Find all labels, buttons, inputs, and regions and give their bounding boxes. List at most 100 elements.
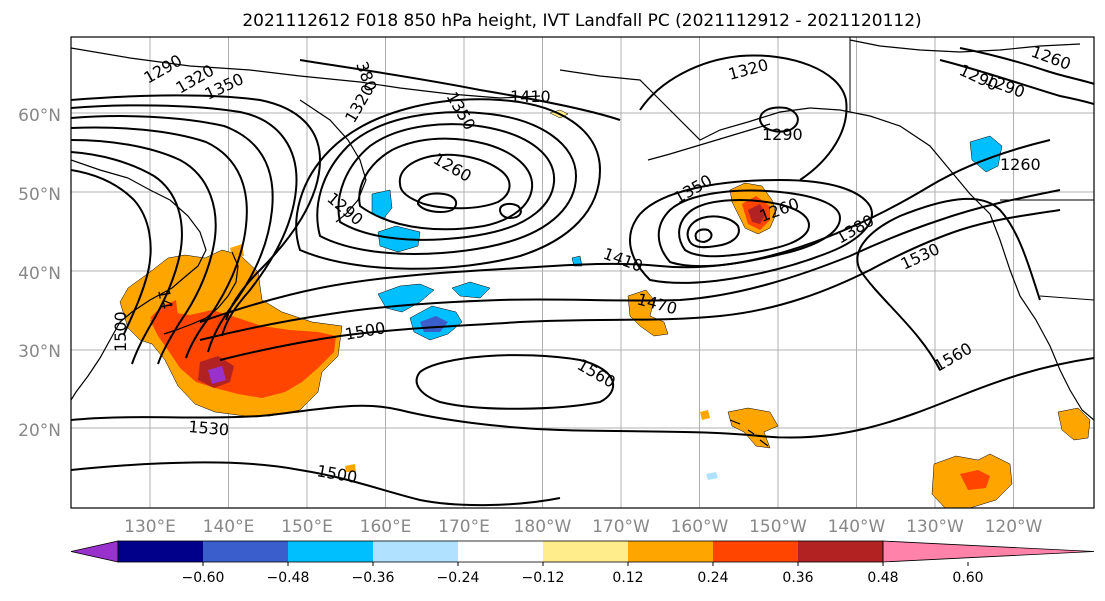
- lon-label: 130°W: [906, 517, 964, 537]
- colorbar-tick-label: −0.60: [182, 570, 225, 586]
- contour-1260-center-b: [498, 202, 522, 220]
- colorbar-segment: [713, 541, 798, 562]
- contour-1500-ridge: [71, 151, 183, 365]
- lon-label: 160°E: [360, 517, 412, 537]
- colorbar-segment: [543, 541, 628, 562]
- positive-ivt-patch-mexico: [1057, 407, 1091, 441]
- contour-1290-north: [758, 106, 799, 133]
- lon-label: 160°W: [671, 517, 729, 537]
- contour-1260-center-a: [416, 192, 458, 213]
- contour-label: 1260: [1000, 155, 1041, 174]
- colorbar-tick-label: −0.24: [437, 570, 480, 586]
- longitude-labels: 130°E 140°E 150°E 160°E 170°E 180°W 170°W 160°W…: [124, 517, 1042, 537]
- contour-1470-ridge: [71, 139, 217, 365]
- latitude-labels: 60°N 50°N 40°N 30°N 20°N: [18, 106, 61, 441]
- contour-label: 1290: [762, 125, 803, 144]
- colorbar-tick-label: −0.12: [522, 570, 565, 586]
- negative-ivt-patch-small: [706, 472, 718, 480]
- colorbar-tick-label: −0.36: [352, 570, 395, 586]
- contour-1350-ridge: [71, 115, 274, 353]
- contour-1380-low: [628, 178, 873, 284]
- lat-label: 50°N: [18, 185, 61, 205]
- coast-north-america: [989, 213, 1094, 421]
- coast-alaska-south: [809, 107, 991, 215]
- coast-aleutians: [647, 123, 771, 161]
- contour-1320-north: [639, 54, 848, 181]
- colorbar-outline: [117, 540, 884, 563]
- colorbar-tick-label: 0.24: [697, 570, 728, 586]
- lon-label: 150°E: [281, 517, 333, 537]
- contour-1260-low-west: [398, 153, 511, 210]
- contour-label: 14: [154, 287, 176, 310]
- colorbar-segment: [628, 541, 713, 562]
- colorbar-segment: [798, 541, 883, 562]
- negative-ivt-patch-dateline: [571, 255, 583, 267]
- lon-label: 130°E: [124, 517, 176, 537]
- lon-label: 140°W: [828, 517, 886, 537]
- colorbar-extend-max: [882, 540, 1095, 563]
- colorbar: −0.60 −0.48 −0.36 −0.24 −0.12 0.12 0.24 0.36 0.4…: [70, 540, 1095, 586]
- coast-canada-north: [849, 39, 1081, 53]
- lon-label: 150°W: [749, 517, 807, 537]
- colorbar-tick-label: 0.12: [612, 570, 643, 586]
- lat-label: 60°N: [18, 106, 61, 126]
- positive-ivt-patch-southeast-core: [960, 470, 990, 490]
- positive-ivt-patch-small2: [345, 464, 356, 472]
- positive-ivt-red-north: [150, 300, 178, 326]
- lon-label: 170°W: [592, 517, 650, 537]
- lat-label: 20°N: [18, 421, 61, 441]
- lon-label: 120°W: [985, 517, 1043, 537]
- contour-label: 1410: [510, 87, 551, 106]
- contour-1320-low: [678, 199, 810, 258]
- coast-kamchatka: [299, 99, 367, 223]
- colorbar-tick-label: 0.48: [867, 570, 898, 586]
- coastlines: [71, 37, 1094, 447]
- colorbar-segment: [288, 541, 373, 562]
- contour-1500: [219, 209, 1061, 361]
- contour-1320-ridge: [71, 104, 298, 337]
- lat-label: 40°N: [18, 264, 61, 284]
- positive-ivt-patch-hawaii: [727, 407, 779, 449]
- positive-ivt-max-goa: [748, 204, 766, 224]
- map-frame: [70, 36, 1095, 509]
- contour-1320-low-west: [337, 123, 556, 241]
- colorbar-segment: [118, 541, 203, 562]
- colorbar-segment: [373, 541, 458, 562]
- colorbar-segment: [203, 541, 288, 562]
- positive-ivt-patch-small1: [700, 410, 710, 420]
- contour-1470: [199, 189, 1061, 341]
- figure-title: 2021112612 F018 850 hPa height, IVT Land…: [242, 11, 921, 31]
- contour-1260-low: [694, 228, 713, 244]
- coast-asia: [71, 159, 207, 401]
- contour-1560-south: [415, 354, 615, 410]
- positive-ivt-patch-midpacific: [627, 289, 669, 337]
- contour-1410-north: [299, 59, 621, 121]
- negative-ivt-patch-north-pacific3: [451, 281, 491, 299]
- coast-alaska-west: [559, 69, 811, 141]
- contour-1530-ridge: [71, 169, 152, 335]
- contour-1560-east: [856, 197, 1041, 371]
- contour-1290-ridge: [71, 94, 322, 321]
- contour-1500-south: [71, 461, 561, 507]
- lat-label: 30°N: [18, 342, 61, 362]
- colorbar-tick-label: 0.60: [952, 570, 983, 586]
- contour-1410: [199, 139, 1051, 323]
- contour-1350-low-west: [316, 111, 578, 255]
- coast-hawaii: [729, 419, 769, 447]
- map-panel: 1290 1320 1350 380 1350 1320 1410 1320 1…: [70, 36, 1095, 509]
- positive-ivt-max2-japan: [208, 366, 226, 384]
- contour-1290-ne: [939, 59, 1094, 105]
- contour-1350-low: [657, 189, 842, 268]
- lon-label: 170°E: [438, 517, 490, 537]
- lon-label: 140°E: [203, 517, 255, 537]
- colorbar-extend-min: [70, 540, 119, 563]
- contour-1260-ne: [959, 47, 1094, 85]
- lon-label: 180°W: [514, 517, 572, 537]
- coast-siberia: [71, 47, 541, 99]
- coast-japan: [163, 251, 239, 335]
- border-us-mexico: [1039, 295, 1094, 301]
- contour-1290-low: [686, 215, 740, 249]
- contour-1380-low-west: [295, 98, 602, 270]
- colorbar-segment: [458, 541, 543, 562]
